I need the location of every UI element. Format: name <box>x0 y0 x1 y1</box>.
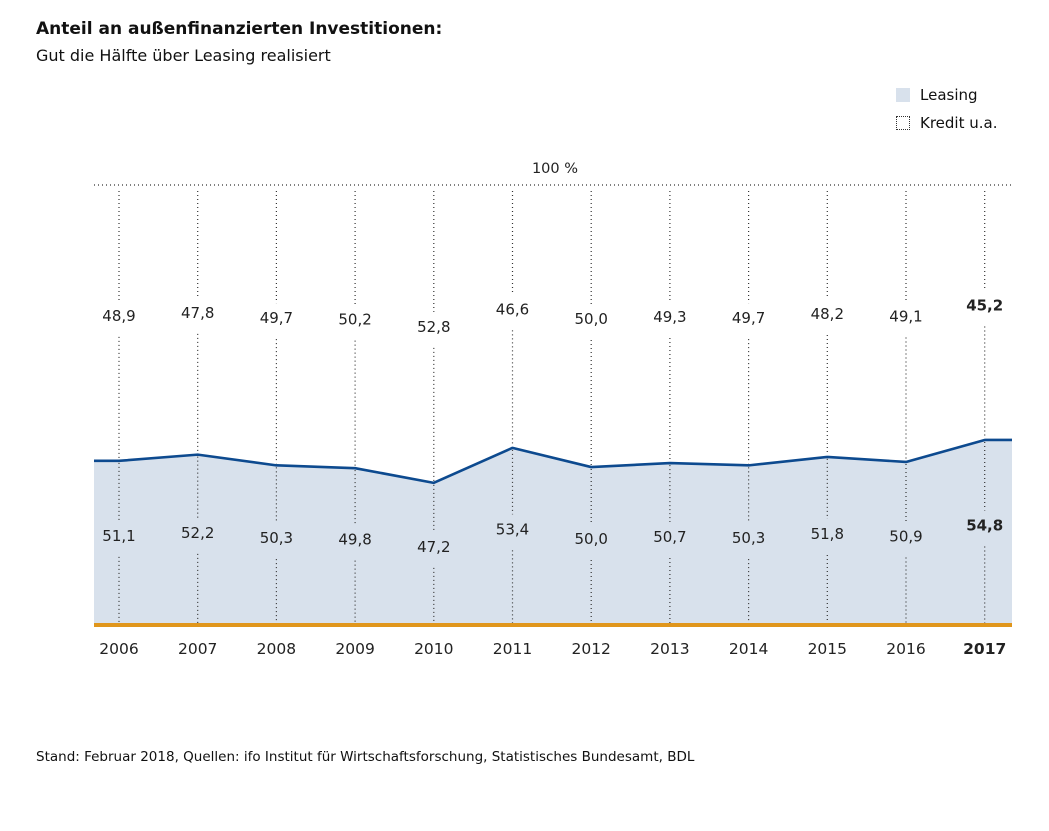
kredit-value-label: 50,0 <box>574 310 607 328</box>
leasing-value-label: 50,0 <box>574 530 607 548</box>
leasing-value-label: 47,2 <box>417 538 450 556</box>
x-tick-label: 2011 <box>493 640 532 658</box>
kredit-value-label: 47,8 <box>181 304 214 322</box>
chart-area: 100 % 48,9 51,1 2006 47,8 52,2 2007 49,7 50,3 200… <box>94 161 1012 658</box>
x-tick-label: 2013 <box>650 640 689 658</box>
leasing-value-label: 49,8 <box>338 531 371 549</box>
leasing-area <box>94 439 1012 625</box>
x-tick-label: 2016 <box>886 640 925 658</box>
x-tick-label: 2010 <box>414 640 453 658</box>
kredit-value-label: 50,2 <box>338 311 371 329</box>
legend-item-kredit: Kredit u.a. <box>896 114 997 132</box>
legend-label-kredit: Kredit u.a. <box>920 114 998 132</box>
kredit-value-label: 49,7 <box>732 309 765 327</box>
leasing-value-label: 50,3 <box>260 529 293 547</box>
kredit-value-label: 49,7 <box>260 309 293 327</box>
leasing-line <box>94 438 1012 485</box>
leasing-value-label: 51,8 <box>811 525 844 543</box>
kredit-value-label: 46,6 <box>496 300 529 318</box>
chart-subtitle: Gut die Hälfte über Leasing realisiert <box>36 46 331 65</box>
x-tick-label: 2006 <box>99 640 138 658</box>
leasing-value-label: 50,3 <box>732 529 765 547</box>
leasing-value-label: 50,9 <box>889 527 922 545</box>
x-tick-label: 2012 <box>571 640 610 658</box>
kredit-value-label: 49,1 <box>889 307 922 325</box>
x-tick-label: 2014 <box>729 640 768 658</box>
kredit-value-label: 48,2 <box>811 305 844 323</box>
kredit-value-label: 45,2 <box>966 296 1003 314</box>
source-footnote: Stand: Februar 2018, Quellen: ifo Instit… <box>36 749 695 765</box>
leasing-value-label: 51,1 <box>102 527 135 545</box>
kredit-value-label: 49,3 <box>653 308 686 326</box>
leasing-value-label: 52,2 <box>181 524 214 542</box>
legend-swatch-leasing <box>896 88 910 102</box>
x-tick-label: 2017 <box>963 640 1006 658</box>
x-tick-label: 2015 <box>808 640 847 658</box>
legend-item-leasing: Leasing <box>896 86 978 104</box>
leasing-value-label: 50,7 <box>653 528 686 546</box>
legend-label-leasing: Leasing <box>920 86 978 104</box>
chart-title: Anteil an außenfinanzierten Investitione… <box>36 19 443 39</box>
x-tick-label: 2007 <box>178 640 217 658</box>
kredit-value-label: 48,9 <box>102 307 135 325</box>
kredit-value-label: 52,8 <box>417 318 450 336</box>
top-100-label: 100 % <box>532 161 578 177</box>
x-tick-label: 2008 <box>257 640 296 658</box>
leasing-value-label: 54,8 <box>966 516 1003 534</box>
legend-swatch-kredit <box>896 116 910 130</box>
x-tick-label: 2009 <box>335 640 374 658</box>
leasing-value-label: 53,4 <box>496 520 529 538</box>
